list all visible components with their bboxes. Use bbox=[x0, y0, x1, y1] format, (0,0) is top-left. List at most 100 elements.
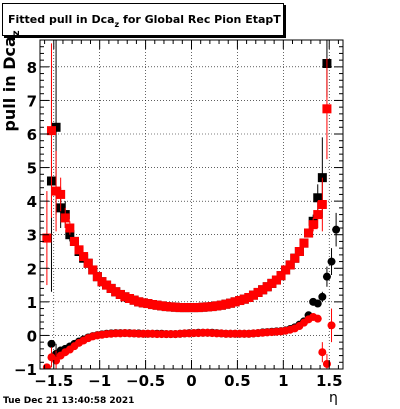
data-point-circle bbox=[47, 339, 56, 348]
x-tick-label: −1.5 bbox=[34, 372, 73, 390]
y-tick-label: 2 bbox=[27, 260, 37, 278]
data-point-circle bbox=[313, 299, 322, 308]
data-point-square bbox=[184, 303, 194, 313]
data-point-square bbox=[308, 220, 318, 230]
data-point-square bbox=[304, 228, 314, 238]
x-tick-label: 1 bbox=[278, 372, 288, 390]
data-point-square bbox=[253, 287, 263, 297]
series-red-mean bbox=[42, 308, 336, 369]
data-point-square bbox=[235, 296, 245, 306]
data-point-square bbox=[313, 210, 323, 220]
chart-title: Fitted pull in Dcaz for Global Rec Pion … bbox=[8, 13, 281, 29]
y-tick-label: 3 bbox=[27, 227, 37, 245]
data-point-square bbox=[193, 303, 203, 313]
data-point-square bbox=[83, 258, 93, 268]
timestamp: Tue Dec 21 13:40:58 2021 bbox=[3, 396, 135, 406]
data-point-square bbox=[79, 252, 89, 262]
data-point-square bbox=[294, 247, 304, 256]
series-group bbox=[42, 40, 341, 369]
data-point-square bbox=[115, 289, 125, 299]
data-point-square bbox=[170, 302, 180, 312]
data-point-square bbox=[180, 303, 190, 313]
data-point-square bbox=[198, 302, 208, 312]
chart-title-tail: for Global Rec Pion EtapT bbox=[119, 13, 281, 26]
data-point-square bbox=[203, 302, 213, 312]
data-point-square bbox=[157, 301, 167, 311]
series-red-sigma bbox=[42, 43, 332, 313]
data-point-circle bbox=[322, 272, 331, 281]
data-point-square bbox=[317, 200, 327, 209]
data-point-square bbox=[129, 295, 139, 305]
x-axis-label: η bbox=[329, 390, 338, 406]
data-point-square bbox=[313, 193, 323, 203]
data-point-square bbox=[51, 186, 61, 196]
data-point-circle bbox=[42, 363, 51, 369]
chart-title-subscript: z bbox=[114, 20, 120, 29]
y-tick-label: 4 bbox=[27, 193, 37, 211]
data-point-square bbox=[138, 298, 148, 308]
data-point-square bbox=[120, 292, 130, 302]
data-point-circle bbox=[327, 321, 336, 330]
data-point-square bbox=[212, 301, 222, 311]
data-point-square bbox=[267, 278, 277, 288]
y-tick-label: 7 bbox=[27, 92, 37, 110]
data-point-circle bbox=[322, 359, 331, 368]
data-point-square bbox=[102, 280, 112, 290]
data-point-square bbox=[56, 189, 66, 199]
data-point-square bbox=[299, 238, 309, 248]
data-point-square bbox=[271, 275, 281, 285]
data-point-square bbox=[106, 283, 116, 293]
data-point-square bbox=[239, 294, 249, 304]
y-axis-label-main: pull in Dca bbox=[0, 36, 19, 132]
y-tick-label: 8 bbox=[27, 59, 37, 77]
data-point-square bbox=[166, 302, 176, 312]
chart-title-main: Fitted pull in Dca bbox=[8, 13, 115, 26]
data-point-square bbox=[281, 265, 291, 275]
data-point-square bbox=[134, 297, 144, 307]
data-point-square bbox=[207, 302, 217, 312]
data-point-square bbox=[221, 299, 231, 309]
data-point-circle bbox=[313, 314, 322, 323]
y-tick-label: −1 bbox=[14, 361, 37, 379]
data-point-circle bbox=[318, 292, 327, 301]
data-point-square bbox=[216, 300, 226, 310]
data-point-square bbox=[248, 290, 258, 300]
data-point-square bbox=[88, 265, 98, 275]
y-axis-label-subscript: z bbox=[11, 30, 22, 37]
y-tick-label: 5 bbox=[27, 160, 37, 178]
x-tick-label: 0 bbox=[186, 372, 196, 390]
data-point-square bbox=[276, 271, 286, 281]
data-point-square bbox=[111, 287, 121, 297]
data-point-square bbox=[189, 303, 199, 313]
data-point-circle bbox=[327, 257, 336, 266]
x-tick-label: 1.5 bbox=[316, 372, 343, 390]
data-point-square bbox=[322, 104, 332, 114]
chart-title-box: Fitted pull in Dcaz for Global Rec Pion … bbox=[2, 3, 284, 36]
data-point-square bbox=[290, 253, 300, 263]
data-point-square bbox=[92, 272, 102, 282]
data-point-square bbox=[97, 277, 107, 287]
x-tick-label: 0.5 bbox=[224, 372, 251, 390]
data-point-square bbox=[42, 233, 52, 243]
data-point-square bbox=[51, 122, 61, 132]
data-point-square bbox=[65, 223, 75, 233]
data-point-square bbox=[226, 298, 236, 308]
y-tick-label: 1 bbox=[27, 294, 37, 312]
y-tick-label: 0 bbox=[27, 327, 37, 345]
data-point-square bbox=[69, 236, 79, 246]
x-tick-label: −0.5 bbox=[126, 372, 165, 390]
data-point-square bbox=[74, 245, 84, 255]
data-point-square bbox=[258, 285, 268, 295]
y-tick-label: 6 bbox=[27, 126, 37, 144]
x-tick-label: −1 bbox=[88, 372, 111, 390]
data-point-square bbox=[60, 213, 70, 223]
data-point-square bbox=[230, 297, 240, 307]
data-point-circle bbox=[318, 348, 327, 357]
data-point-square bbox=[175, 303, 185, 313]
data-point-circle bbox=[332, 225, 341, 234]
data-point-square bbox=[147, 300, 157, 310]
data-point-square bbox=[285, 260, 295, 270]
data-point-square bbox=[152, 300, 162, 310]
